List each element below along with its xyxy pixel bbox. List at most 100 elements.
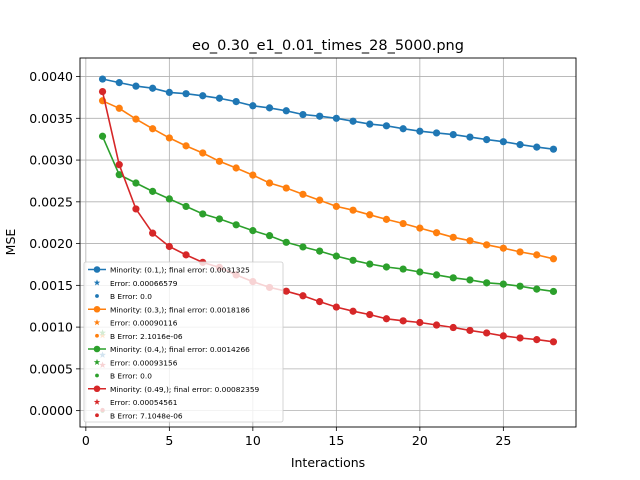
legend-star-swatch (93, 398, 101, 405)
data-point (516, 141, 524, 149)
data-point (483, 279, 491, 287)
legend-dot-swatch (95, 413, 99, 418)
data-point (232, 164, 240, 172)
legend-label: Error: 0.00066579 (110, 279, 178, 288)
data-point (149, 125, 157, 133)
data-point (215, 215, 224, 223)
data-point (149, 229, 157, 237)
data-point (265, 232, 274, 240)
data-point (199, 92, 207, 100)
data-point (316, 247, 324, 255)
data-point (499, 138, 507, 146)
legend-label: Minority: (0.3,); final error: 0.0018186 (110, 305, 250, 314)
legend-label: Error: 0.00093156 (110, 358, 178, 367)
data-point (483, 329, 491, 337)
data-point (382, 263, 391, 271)
legend: Minority: (0.1,); final error: 0.0031325… (83, 261, 284, 423)
series-line (101, 91, 554, 343)
data-point (149, 187, 157, 195)
legend-dot-swatch (95, 294, 99, 298)
x-tick-label: 20 (412, 433, 428, 448)
data-point (432, 129, 441, 137)
legend-label: Error: 0.00090116 (110, 319, 178, 328)
legend-star-swatch (93, 279, 101, 286)
data-point (349, 307, 357, 315)
data-point (449, 323, 457, 332)
data-point (232, 221, 240, 229)
legend-star-swatch (93, 358, 101, 365)
data-point (549, 145, 558, 153)
data-point (199, 210, 207, 218)
y-tick-label: 0.0000 (29, 403, 73, 418)
x-tick-label: 25 (495, 433, 511, 448)
data-point (349, 206, 357, 214)
legend-label: Minority: (0.1,); final error: 0.0031325 (110, 266, 250, 275)
data-point (533, 336, 541, 344)
data-point (115, 161, 123, 169)
data-point (516, 334, 524, 342)
legend-box (83, 261, 284, 423)
data-point (115, 79, 123, 87)
data-point (165, 195, 173, 203)
data-point (149, 84, 157, 92)
data-point (132, 82, 140, 90)
data-point (382, 122, 391, 130)
data-point (232, 97, 240, 106)
data-point (533, 143, 541, 151)
data-point (449, 233, 457, 241)
data-point (366, 310, 374, 319)
chart-title: eo_0.30_e1_0.01_times_28_5000.png (192, 38, 464, 54)
legend-label: B Error: 0.0 (110, 292, 152, 301)
x-tick-label: 15 (328, 433, 344, 448)
data-point (316, 112, 324, 120)
data-point (449, 130, 457, 139)
legend-label: Error: 0.00054561 (110, 398, 178, 407)
data-point (98, 132, 107, 140)
legend-dot-swatch (95, 373, 99, 378)
data-point (382, 315, 391, 323)
data-point (416, 268, 424, 276)
data-point (399, 125, 407, 133)
data-point (432, 271, 441, 279)
data-point (516, 282, 524, 290)
data-point (533, 285, 541, 293)
data-point (499, 244, 507, 252)
series-line (101, 135, 554, 293)
data-point (199, 149, 207, 157)
data-point (132, 115, 140, 123)
data-point (399, 219, 407, 228)
legend-label: Minority: (0.4,); final error: 0.0014266 (110, 345, 250, 354)
y-tick-label: 0.0035 (29, 111, 73, 126)
data-point (499, 332, 507, 340)
data-point (115, 104, 123, 112)
data-point (165, 88, 173, 97)
data-point (182, 202, 190, 211)
legend-star-swatch (93, 319, 101, 326)
data-point (399, 265, 407, 273)
y-tick-label: 0.0010 (29, 320, 73, 335)
data-point (165, 242, 173, 251)
data-point (182, 142, 190, 150)
data-point (466, 276, 474, 284)
data-point (499, 280, 507, 288)
data-point (349, 256, 357, 264)
data-point (98, 75, 107, 83)
y-tick-label: 0.0030 (29, 153, 73, 168)
data-point (366, 120, 374, 128)
data-point (182, 90, 190, 98)
data-point (265, 104, 274, 112)
data-point (316, 196, 324, 204)
data-point (416, 224, 424, 232)
data-point (249, 227, 257, 235)
legend-label: Minority: (0.49,); final error: 0.000823… (110, 385, 260, 394)
x-tick-label: 5 (165, 433, 173, 448)
data-point (165, 134, 173, 142)
data-point (132, 179, 140, 187)
data-point (466, 133, 474, 141)
legend-marker-swatch (93, 305, 101, 313)
legend-marker-swatch (93, 266, 101, 273)
data-point (249, 171, 257, 179)
data-point (132, 205, 140, 213)
legend-label: B Error: 0.0 (110, 372, 152, 381)
